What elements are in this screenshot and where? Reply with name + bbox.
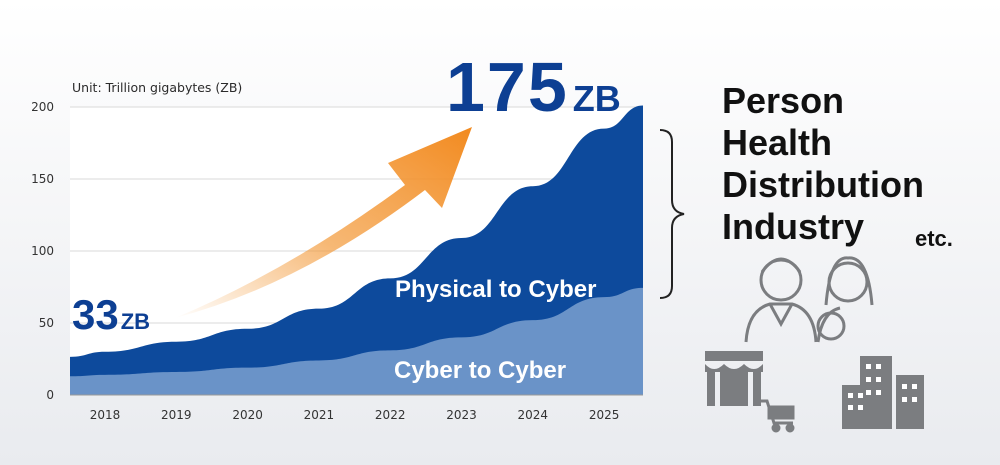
- x-tick-label: 2025: [589, 408, 620, 422]
- start-unit: ZB: [120, 309, 151, 334]
- x-tick-label: 2019: [161, 408, 192, 422]
- category-health: Health: [722, 122, 833, 163]
- growth-arrow: [175, 127, 472, 318]
- x-tick-label: 2023: [446, 408, 477, 422]
- category-person: Person: [722, 80, 845, 121]
- end-unit: ZB: [572, 78, 621, 119]
- series-label-physical: Physical to Cyber: [395, 276, 597, 303]
- category-list: Person Health Distribution Industry: [722, 80, 924, 248]
- start-value-callout: 33ZB: [72, 294, 150, 336]
- x-tick-label: 2022: [375, 408, 406, 422]
- people-icon: [744, 256, 874, 343]
- store-icon: [705, 351, 763, 406]
- area-layer: [70, 105, 643, 395]
- area-physical-to-cyber: [70, 105, 643, 395]
- y-tick-label: 50: [39, 316, 54, 330]
- etc-label: etc.: [915, 226, 953, 251]
- start-value: 33: [72, 291, 119, 338]
- buildings-icon: [842, 356, 924, 429]
- axes: 0 50 100 150 200 2018 2019 2020 2021 2022 2023 2024…: [31, 100, 643, 422]
- brace-icon: [659, 129, 685, 299]
- shopping-cart-icon: [760, 399, 795, 433]
- category-industry: Industry: [722, 206, 865, 247]
- unit-label: Unit: Trillion gigabytes (ZB): [72, 80, 243, 95]
- y-tick-label: 100: [31, 244, 54, 258]
- y-tick-label: 200: [31, 100, 54, 114]
- y-tick-label: 150: [31, 172, 54, 186]
- x-tick-label: 2018: [90, 408, 121, 422]
- series-label-cyber: Cyber to Cyber: [394, 357, 567, 384]
- x-tick-label: 2021: [304, 408, 335, 422]
- category-distribution: Distribution: [722, 164, 924, 205]
- end-value: 175: [446, 48, 569, 126]
- x-tick-label: 2020: [232, 408, 263, 422]
- y-tick-label: 0: [46, 388, 54, 402]
- area-cyber-to-cyber: [70, 287, 643, 395]
- growth-arrow-shape: [175, 127, 472, 318]
- x-tick-label: 2024: [518, 408, 549, 422]
- end-value-callout: 175 ZB: [446, 52, 621, 122]
